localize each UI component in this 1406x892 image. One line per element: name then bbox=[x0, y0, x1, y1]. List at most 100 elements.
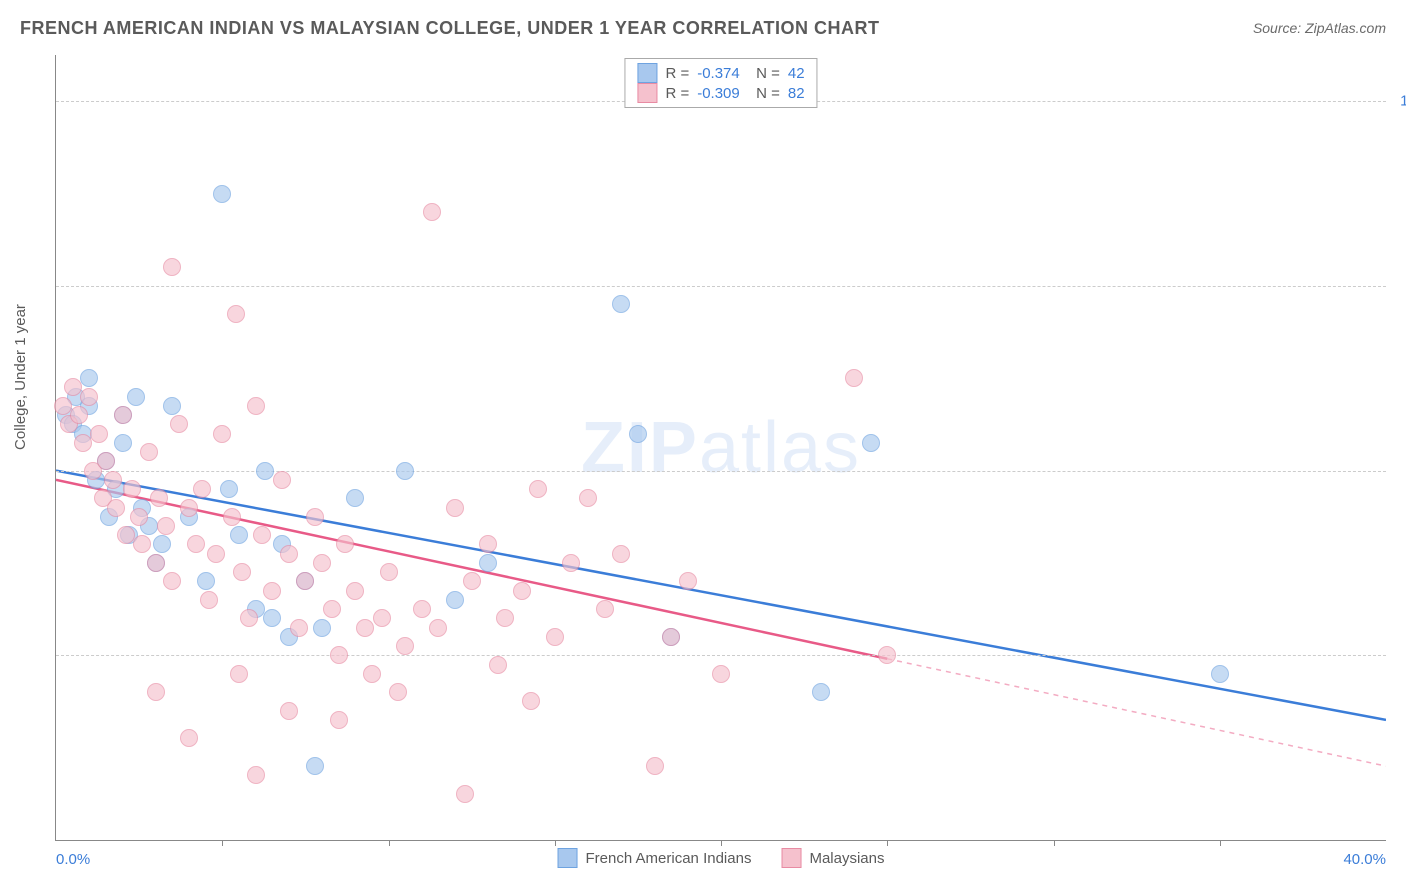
scatter-point bbox=[396, 462, 414, 480]
chart-plot-area: ZIPatlas R = -0.374 N = 42 R = -0.309 N … bbox=[55, 55, 1386, 841]
legend-row: R = -0.309 N = 82 bbox=[637, 83, 804, 103]
x-tick-mark bbox=[887, 840, 888, 846]
scatter-point bbox=[230, 665, 248, 683]
scatter-point bbox=[596, 600, 614, 618]
scatter-point bbox=[127, 388, 145, 406]
scatter-point bbox=[489, 656, 507, 674]
scatter-point bbox=[80, 388, 98, 406]
trend-lines bbox=[56, 55, 1386, 840]
legend-r-label: R = bbox=[665, 85, 689, 102]
scatter-point bbox=[679, 572, 697, 590]
scatter-point bbox=[612, 295, 630, 313]
source-label: Source: ZipAtlas.com bbox=[1253, 20, 1386, 36]
scatter-point bbox=[233, 563, 251, 581]
scatter-point bbox=[423, 203, 441, 221]
scatter-point bbox=[256, 462, 274, 480]
scatter-point bbox=[150, 489, 168, 507]
scatter-point bbox=[213, 185, 231, 203]
scatter-point bbox=[240, 609, 258, 627]
scatter-point bbox=[429, 619, 447, 637]
scatter-point bbox=[346, 489, 364, 507]
scatter-point bbox=[247, 397, 265, 415]
scatter-point bbox=[306, 757, 324, 775]
scatter-point bbox=[170, 415, 188, 433]
scatter-point bbox=[157, 517, 175, 535]
y-tick-label: 80.0% bbox=[1391, 277, 1406, 294]
scatter-point bbox=[1211, 665, 1229, 683]
x-tick-mark bbox=[222, 840, 223, 846]
scatter-point bbox=[712, 665, 730, 683]
scatter-point bbox=[456, 785, 474, 803]
scatter-point bbox=[612, 545, 630, 563]
scatter-point bbox=[133, 535, 151, 553]
series-legend: French American Indians Malaysians bbox=[558, 848, 885, 868]
legend-n-value: 42 bbox=[788, 65, 805, 82]
scatter-point bbox=[70, 406, 88, 424]
scatter-point bbox=[273, 471, 291, 489]
scatter-point bbox=[197, 572, 215, 590]
scatter-point bbox=[413, 600, 431, 618]
scatter-point bbox=[220, 480, 238, 498]
scatter-point bbox=[147, 554, 165, 572]
scatter-point bbox=[74, 434, 92, 452]
correlation-legend: R = -0.374 N = 42 R = -0.309 N = 82 bbox=[624, 58, 817, 108]
scatter-point bbox=[114, 406, 132, 424]
scatter-point bbox=[223, 508, 241, 526]
x-tick-label: 40.0% bbox=[1343, 851, 1386, 868]
x-tick-mark bbox=[721, 840, 722, 846]
scatter-point bbox=[323, 600, 341, 618]
y-tick-label: 100.0% bbox=[1391, 93, 1406, 110]
legend-r-label: R = bbox=[665, 65, 689, 82]
scatter-point bbox=[147, 683, 165, 701]
scatter-point bbox=[330, 646, 348, 664]
scatter-point bbox=[64, 378, 82, 396]
legend-r-value: -0.374 bbox=[697, 65, 740, 82]
scatter-point bbox=[163, 572, 181, 590]
scatter-point bbox=[263, 582, 281, 600]
legend-swatch-icon bbox=[637, 63, 657, 83]
scatter-point bbox=[380, 563, 398, 581]
scatter-point bbox=[54, 397, 72, 415]
x-tick-mark bbox=[555, 840, 556, 846]
scatter-point bbox=[479, 554, 497, 572]
scatter-point bbox=[213, 425, 231, 443]
scatter-point bbox=[446, 499, 464, 517]
scatter-point bbox=[479, 535, 497, 553]
scatter-point bbox=[280, 702, 298, 720]
scatter-point bbox=[812, 683, 830, 701]
scatter-point bbox=[97, 452, 115, 470]
scatter-point bbox=[200, 591, 218, 609]
scatter-point bbox=[546, 628, 564, 646]
scatter-point bbox=[180, 729, 198, 747]
legend-swatch-icon bbox=[781, 848, 801, 868]
scatter-point bbox=[280, 545, 298, 563]
scatter-point bbox=[496, 609, 514, 627]
scatter-point bbox=[227, 305, 245, 323]
legend-item: French American Indians bbox=[558, 848, 752, 868]
scatter-point bbox=[845, 369, 863, 387]
scatter-point bbox=[117, 526, 135, 544]
scatter-point bbox=[629, 425, 647, 443]
scatter-point bbox=[290, 619, 308, 637]
scatter-point bbox=[263, 609, 281, 627]
y-tick-label: 40.0% bbox=[1391, 647, 1406, 664]
scatter-point bbox=[396, 637, 414, 655]
scatter-point bbox=[296, 572, 314, 590]
gridline bbox=[56, 286, 1386, 287]
scatter-point bbox=[313, 619, 331, 637]
scatter-point bbox=[356, 619, 374, 637]
watermark: ZIPatlas bbox=[581, 407, 861, 489]
scatter-point bbox=[389, 683, 407, 701]
scatter-point bbox=[313, 554, 331, 572]
legend-item: Malaysians bbox=[781, 848, 884, 868]
scatter-point bbox=[230, 526, 248, 544]
x-tick-mark bbox=[389, 840, 390, 846]
scatter-point bbox=[107, 499, 125, 517]
scatter-point bbox=[193, 480, 211, 498]
legend-n-label: N = bbox=[748, 65, 780, 82]
scatter-point bbox=[522, 692, 540, 710]
scatter-point bbox=[446, 591, 464, 609]
scatter-point bbox=[373, 609, 391, 627]
scatter-point bbox=[862, 434, 880, 452]
scatter-point bbox=[180, 499, 198, 517]
